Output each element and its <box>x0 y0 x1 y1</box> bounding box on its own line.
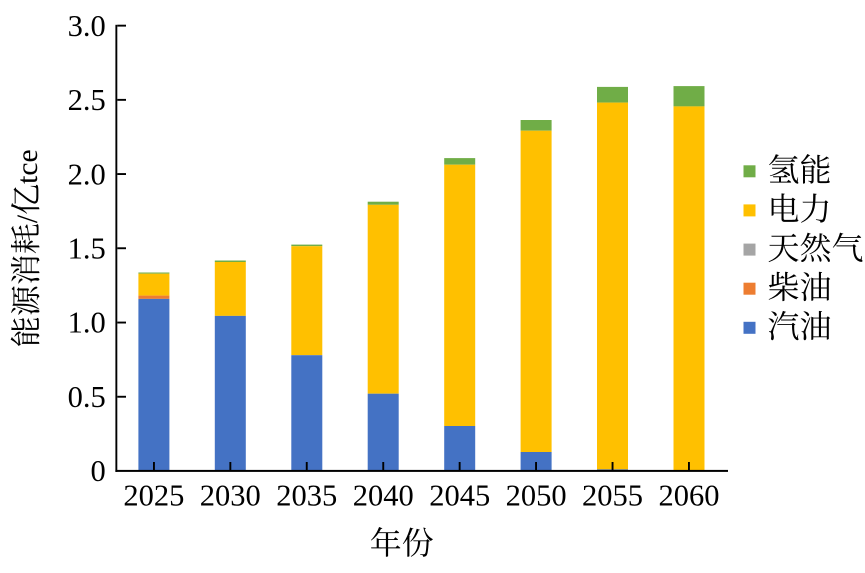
svg-text:tce: tce <box>12 149 44 183</box>
svg-text:1.0: 1.0 <box>68 306 106 340</box>
svg-text:2035: 2035 <box>276 479 337 513</box>
svg-text:0: 0 <box>91 454 106 488</box>
svg-text:2.5: 2.5 <box>68 83 106 117</box>
svg-text:2050: 2050 <box>506 479 567 513</box>
svg-text:3.0: 3.0 <box>68 9 106 43</box>
svg-text:2030: 2030 <box>200 479 261 513</box>
svg-text:2040: 2040 <box>353 479 414 513</box>
svg-text:2.0: 2.0 <box>68 157 106 191</box>
svg-text:/: / <box>12 214 44 223</box>
svg-text:2060: 2060 <box>659 479 720 513</box>
svg-text:2055: 2055 <box>582 479 643 513</box>
svg-text:1.5: 1.5 <box>68 232 106 266</box>
svg-text:0.5: 0.5 <box>68 380 106 414</box>
svg-text:2025: 2025 <box>123 479 184 513</box>
svg-text:2045: 2045 <box>429 479 490 513</box>
